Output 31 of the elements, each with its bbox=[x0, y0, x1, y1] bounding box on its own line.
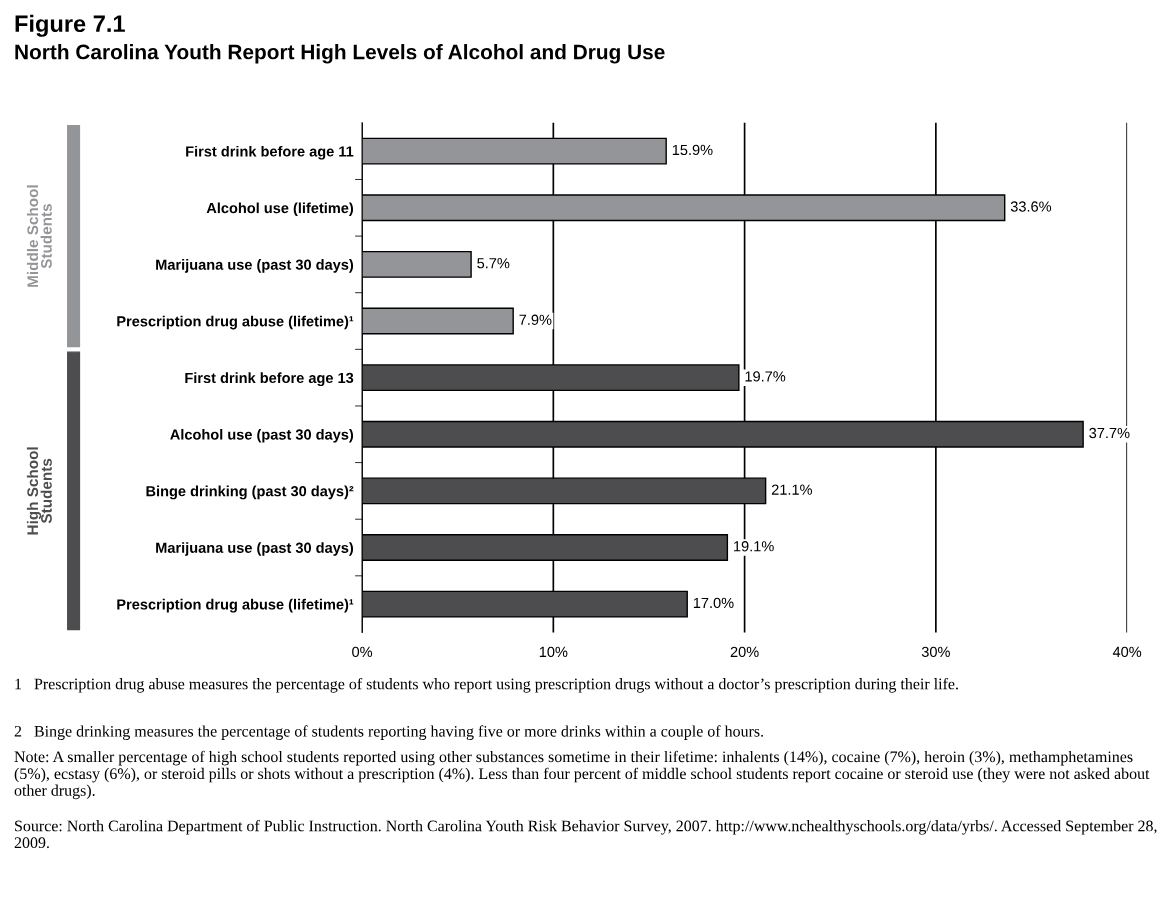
y-tick-label: Prescription drug abuse (lifetime)¹ bbox=[117, 315, 354, 330]
x-tick-label: 30% bbox=[921, 646, 950, 658]
y-tick-label: Alcohol use (past 30 days) bbox=[170, 428, 354, 443]
text: Middle School Students bbox=[26, 185, 52, 287]
y-tick-label: Prescription drug abuse (lifetime)¹ bbox=[117, 598, 354, 613]
x-tick-label: 40% bbox=[1112, 646, 1142, 658]
text: 2 Binge drinking measures the percentage of students reporting having five or more drinks within a couple of hours. bbox=[14, 725, 764, 740]
data-label: 17.0% bbox=[693, 597, 734, 609]
y-tick-label: First drink before age 11 bbox=[186, 145, 354, 160]
data-label: 7.9% bbox=[519, 314, 552, 325]
y-tick-label: Marijuana use (past 30 days) bbox=[156, 542, 354, 556]
data-label: 15.9% bbox=[672, 144, 713, 156]
y-tick-label: First drink before age 13 bbox=[185, 372, 354, 387]
text: Figure 7.1 bbox=[15, 14, 125, 37]
x-tick-label: 0% bbox=[352, 646, 373, 658]
source-note: Source: North Carolina Department of Public Instruction. North Carolina Youth Risk Behavior Survey, 2007. http://www.nchealthyschools.org/data/yrbs/. Accessed September 28, 2009. bbox=[14, 819, 1157, 849]
data-label: 33.6% bbox=[1010, 201, 1052, 212]
y-tick-label: Binge drinking (past 30 days)² bbox=[146, 485, 354, 500]
data-label: 5.7% bbox=[477, 258, 510, 269]
y-tick-label: Alcohol use (lifetime) bbox=[206, 202, 354, 217]
x-tick-label: 10% bbox=[539, 646, 568, 658]
x-tick-label: 20% bbox=[730, 646, 759, 658]
text: Note: A smaller percentage of high school students reported using other substances sometime in their lifetime: inhalents (14%), cocaine (7%), heroin (3%), methamphetamines (5%), ecstasy (6%), or steroid pills or shots without a prescription (4%). Less than four percent of middle school students report cocaine or steroid use (they were not asked about other drugs). bbox=[14, 750, 1150, 800]
text: High School Students bbox=[26, 447, 52, 535]
y-tick-label: Marijuana use (past 30 days) bbox=[156, 259, 354, 273]
chart-subtitle: North Carolina Youth Report High Levels of Alcohol and Drug Use bbox=[15, 44, 665, 64]
data-label: 37.7% bbox=[1089, 427, 1130, 439]
data-label: 19.1% bbox=[734, 541, 774, 552]
text: 1 Prescription drug abuse measures the percentage of students who report using prescription drugs without a doctor’s prescription during their life. bbox=[15, 677, 958, 693]
data-label: 19.7% bbox=[745, 371, 786, 382]
data-label: 21.1% bbox=[771, 484, 813, 495]
